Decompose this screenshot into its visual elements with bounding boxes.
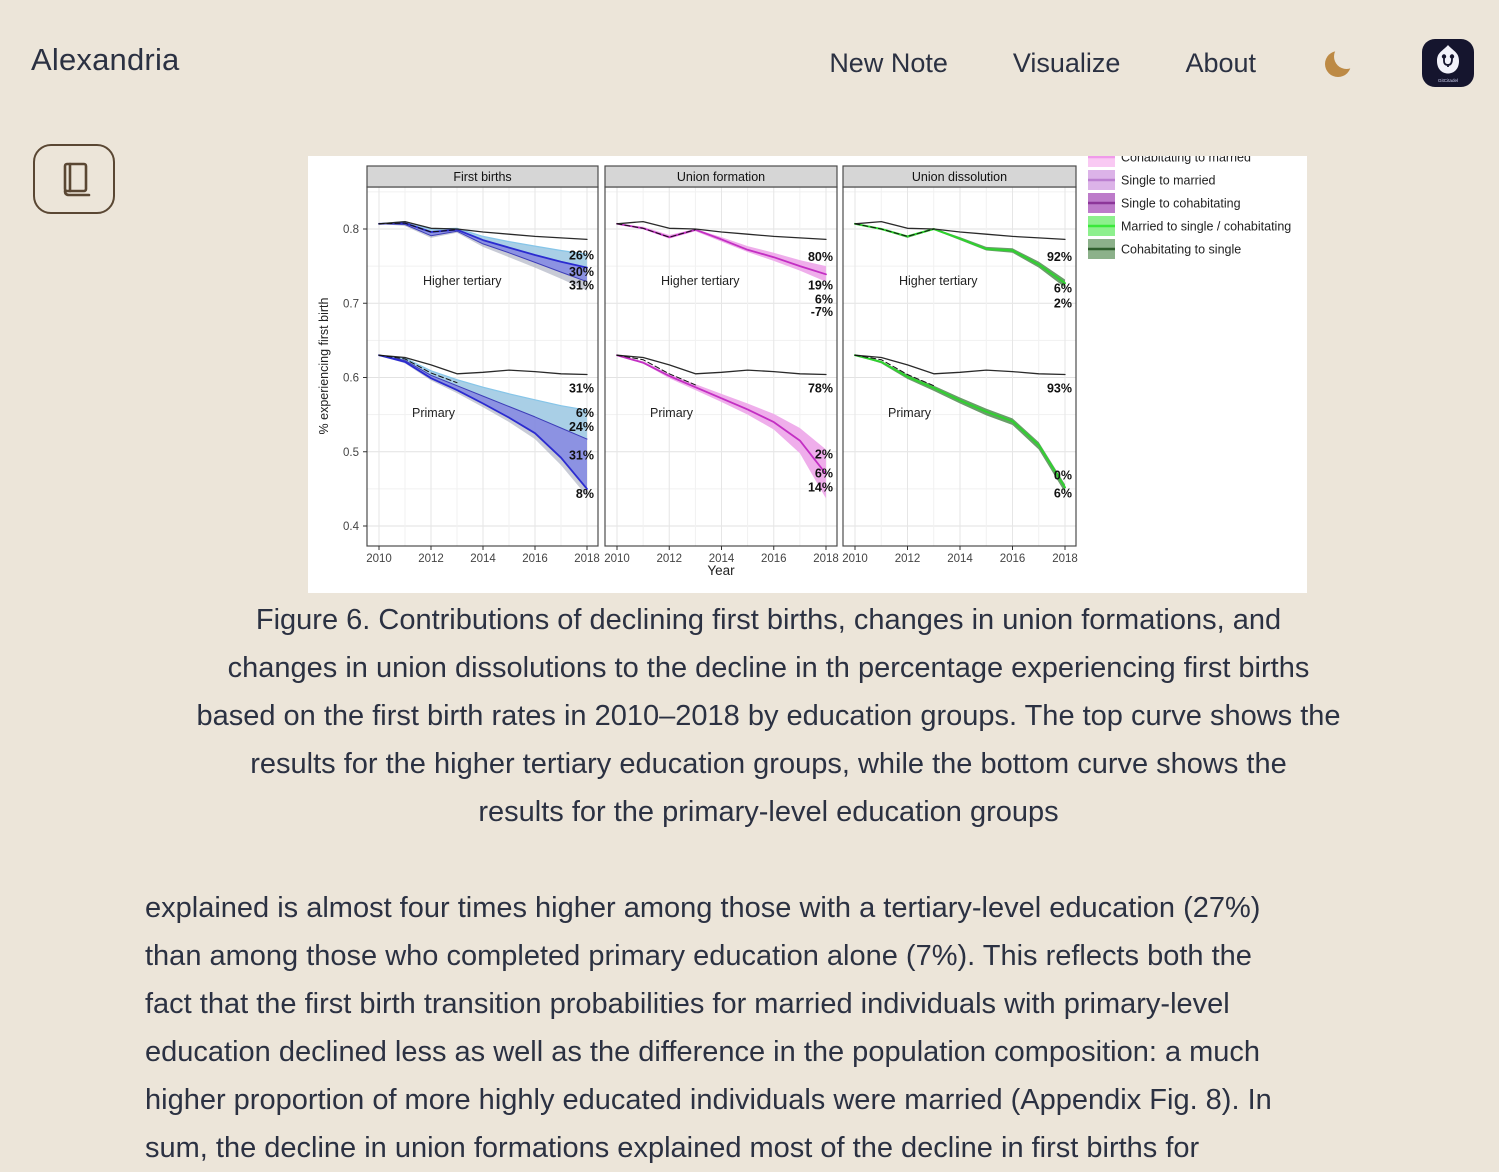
svg-text:Single to cohabitating: Single to cohabitating xyxy=(1121,197,1241,211)
svg-text:Primary: Primary xyxy=(650,406,694,420)
svg-text:2010: 2010 xyxy=(604,553,630,565)
svg-text:2018: 2018 xyxy=(813,553,839,565)
book-icon xyxy=(63,162,91,197)
brand-title[interactable]: Alexandria xyxy=(31,42,180,77)
svg-text:Primary: Primary xyxy=(412,406,456,420)
svg-text:26%: 26% xyxy=(569,249,594,263)
nav-visualize[interactable]: Visualize xyxy=(1012,47,1121,78)
svg-text:30%: 30% xyxy=(569,265,594,279)
svg-text:Union dissolution: Union dissolution xyxy=(912,170,1007,184)
svg-text:14%: 14% xyxy=(808,480,833,494)
svg-text:2012: 2012 xyxy=(656,553,682,565)
svg-text:Primary: Primary xyxy=(888,406,932,420)
svg-text:8%: 8% xyxy=(576,487,594,501)
svg-text:Year: Year xyxy=(707,563,735,578)
gitcitadel-logo[interactable]: GitCitadel xyxy=(1422,39,1474,87)
svg-text:% experiencing first birth: % experiencing first birth xyxy=(317,298,331,435)
svg-text:2014: 2014 xyxy=(947,553,973,565)
svg-text:Single to married: Single to married xyxy=(1121,174,1216,188)
svg-text:Cohabitating to married: Cohabitating to married xyxy=(1121,156,1251,165)
svg-text:Higher tertiary: Higher tertiary xyxy=(423,274,502,288)
svg-text:0.6: 0.6 xyxy=(343,373,359,385)
figure-caption: Figure 6. Contributions of declining fir… xyxy=(196,604,1341,828)
svg-text:78%: 78% xyxy=(808,382,833,396)
svg-text:0%: 0% xyxy=(1054,469,1072,483)
svg-text:2018: 2018 xyxy=(574,553,600,565)
svg-text:2%: 2% xyxy=(815,448,833,462)
svg-text:Married to single / cohabitati: Married to single / cohabitating xyxy=(1121,220,1291,234)
svg-text:0.4: 0.4 xyxy=(343,521,360,533)
svg-text:6%: 6% xyxy=(1054,486,1072,500)
svg-text:80%: 80% xyxy=(808,250,833,264)
svg-text:6%: 6% xyxy=(1054,281,1072,295)
svg-text:24%: 24% xyxy=(569,420,594,434)
reader-mode-button[interactable] xyxy=(33,144,115,214)
svg-text:2012: 2012 xyxy=(895,553,921,565)
svg-text:Cohabitating to single: Cohabitating to single xyxy=(1121,243,1241,257)
svg-text:First births: First births xyxy=(453,170,511,184)
gitcitadel-logo-icon: GitCitadel xyxy=(1422,39,1474,87)
svg-text:0.5: 0.5 xyxy=(343,447,359,459)
svg-text:2016: 2016 xyxy=(761,553,787,565)
svg-text:31%: 31% xyxy=(569,382,594,396)
svg-text:2014: 2014 xyxy=(709,553,735,565)
svg-text:Union formation: Union formation xyxy=(677,170,765,184)
svg-text:93%: 93% xyxy=(1047,382,1072,396)
svg-text:Higher tertiary: Higher tertiary xyxy=(899,274,978,288)
svg-text:2012: 2012 xyxy=(418,553,444,565)
svg-text:2%: 2% xyxy=(1054,296,1072,310)
moon-icon xyxy=(1325,51,1351,77)
svg-text:6%: 6% xyxy=(815,293,833,307)
svg-text:2016: 2016 xyxy=(522,553,548,565)
svg-text:2014: 2014 xyxy=(470,553,496,565)
theme-toggle-button[interactable] xyxy=(1321,45,1357,81)
svg-text:31%: 31% xyxy=(569,448,594,462)
svg-text:2010: 2010 xyxy=(842,553,868,565)
svg-text:2016: 2016 xyxy=(1000,553,1026,565)
figure-image: Higher tertiary 26% 30% 31% Primary 31% 6% 24% 3… xyxy=(308,156,1307,593)
figure-chart: Higher tertiary26%30%31%Primary31%6%24%3… xyxy=(317,156,1291,578)
nav-about[interactable]: About xyxy=(1185,47,1256,78)
svg-text:92%: 92% xyxy=(1047,250,1072,264)
svg-text:0.7: 0.7 xyxy=(343,298,359,310)
svg-text:19%: 19% xyxy=(808,278,833,292)
svg-text:31%: 31% xyxy=(569,278,594,292)
nav-new-note[interactable]: New Note xyxy=(829,47,948,78)
svg-text:-7%: -7% xyxy=(811,305,833,319)
top-nav: New Note Visualize About GitCitadel xyxy=(829,34,1474,92)
svg-text:2010: 2010 xyxy=(366,553,392,565)
svg-text:6%: 6% xyxy=(815,466,833,480)
svg-text:Higher tertiary: Higher tertiary xyxy=(661,274,740,288)
svg-text:6%: 6% xyxy=(576,406,594,420)
svg-text:2018: 2018 xyxy=(1052,553,1078,565)
svg-text:0.8: 0.8 xyxy=(343,224,359,236)
logo-label: GitCitadel xyxy=(1438,78,1458,83)
article-paragraph: explained is almost four times higher am… xyxy=(145,892,1272,1164)
